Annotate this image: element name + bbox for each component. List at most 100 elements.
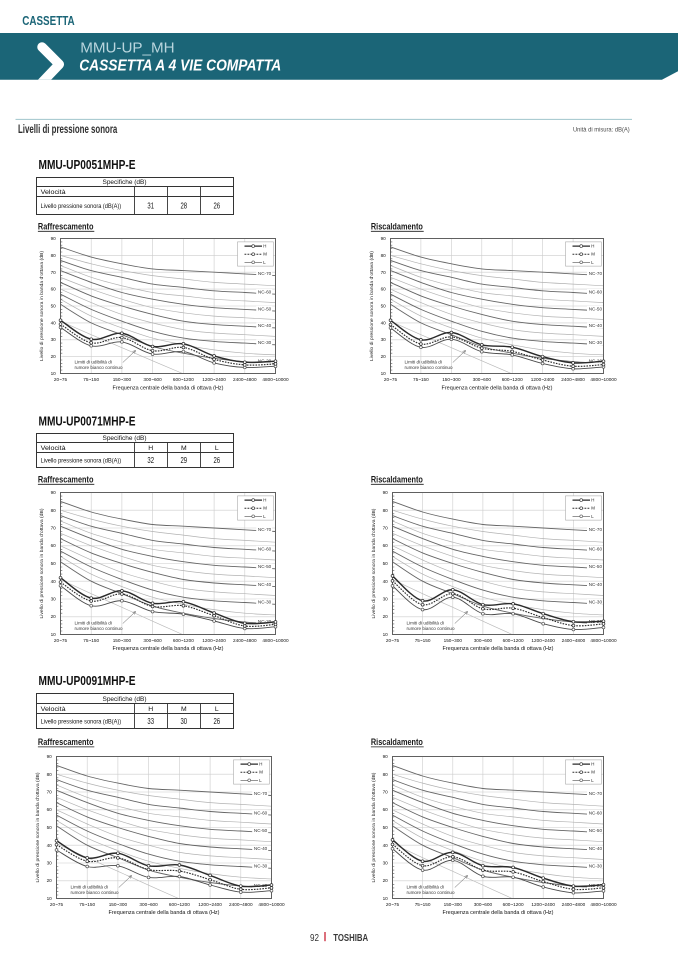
svg-text:600~1200: 600~1200	[503, 902, 524, 907]
svg-text:NC-30: NC-30	[589, 600, 603, 605]
svg-text:NC-30: NC-30	[589, 340, 603, 345]
svg-text:80: 80	[383, 508, 389, 513]
svg-text:Raffrescamento: Raffrescamento	[38, 222, 94, 232]
svg-text:4800~10000: 4800~10000	[262, 377, 289, 382]
svg-text:20~75: 20~75	[54, 377, 68, 382]
svg-text:M: M	[181, 706, 187, 713]
svg-text:90: 90	[381, 236, 387, 241]
svg-text:60: 60	[383, 807, 389, 812]
svg-text:1200~2400: 1200~2400	[531, 377, 555, 382]
svg-text:20~75: 20~75	[386, 638, 400, 643]
svg-text:20: 20	[47, 878, 53, 883]
svg-text:rumore bianco continuo: rumore bianco continuo	[407, 890, 455, 895]
svg-text:Limiti di udibilità di: Limiti di udibilità di	[405, 360, 442, 365]
svg-text:Velocità: Velocità	[41, 445, 66, 452]
svg-text:70: 70	[381, 270, 387, 275]
svg-text:2400~4800: 2400~4800	[561, 377, 585, 382]
svg-text:40: 40	[51, 320, 57, 325]
svg-text:2400~4800: 2400~4800	[562, 902, 586, 907]
svg-text:30: 30	[181, 716, 188, 726]
svg-text:70: 70	[47, 790, 53, 795]
svg-text:Frequenza centrale della banda: Frequenza centrale della banda di ottava…	[442, 385, 553, 391]
svg-text:Livello di pressione sonora in: Livello di pressione sonora in banda d’o…	[39, 508, 44, 619]
svg-text:30: 30	[47, 861, 53, 866]
svg-text:MMU-UP0051MHP-E: MMU-UP0051MHP-E	[39, 157, 136, 172]
svg-text:Specifiche (dB): Specifiche (dB)	[103, 435, 147, 442]
svg-text:L: L	[259, 778, 262, 783]
svg-text:NC-30: NC-30	[258, 600, 272, 605]
svg-text:30: 30	[381, 337, 387, 342]
svg-text:L: L	[591, 260, 594, 265]
svg-text:CASSETTA A 4 VIE COMPATTA: CASSETTA A 4 VIE COMPATTA	[79, 58, 281, 75]
svg-text:Limiti di udibilità di: Limiti di udibilità di	[71, 885, 108, 890]
svg-text:L: L	[215, 706, 219, 713]
svg-text:4800~10000: 4800~10000	[262, 638, 289, 643]
svg-text:NC-40: NC-40	[258, 323, 272, 328]
svg-text:40: 40	[383, 843, 389, 848]
svg-text:NC-50: NC-50	[589, 306, 603, 311]
svg-text:10: 10	[383, 632, 389, 637]
svg-text:NC-60: NC-60	[258, 546, 272, 551]
svg-text:150~300: 150~300	[442, 377, 461, 382]
svg-text:rumore bianco continuo: rumore bianco continuo	[71, 890, 119, 895]
svg-text:20~75: 20~75	[50, 902, 64, 907]
svg-text:Raffrescamento: Raffrescamento	[38, 737, 94, 747]
svg-text:Frequenza centrale della banda: Frequenza centrale della banda di ottava…	[443, 646, 554, 652]
svg-text:20: 20	[51, 614, 57, 619]
svg-text:300~600: 300~600	[143, 377, 162, 382]
svg-text:L: L	[263, 260, 266, 265]
svg-text:2400~4800: 2400~4800	[233, 638, 257, 643]
svg-text:29: 29	[181, 455, 188, 465]
svg-text:75~150: 75~150	[413, 377, 429, 382]
svg-text:Frequenza centrale della banda: Frequenza centrale della banda di ottava…	[443, 910, 554, 916]
svg-text:600~1200: 600~1200	[173, 638, 194, 643]
svg-text:rumore bianco continuo: rumore bianco continuo	[405, 365, 453, 370]
svg-text:Specifiche (dB): Specifiche (dB)	[103, 179, 147, 186]
svg-text:Riscaldamento: Riscaldamento	[371, 222, 423, 232]
svg-text:10: 10	[51, 371, 57, 376]
svg-text:NC-70: NC-70	[589, 271, 603, 276]
svg-text:150~300: 150~300	[109, 902, 128, 907]
svg-text:300~600: 300~600	[474, 638, 493, 643]
svg-text:26: 26	[214, 201, 221, 211]
svg-text:rumore bianco continuo: rumore bianco continuo	[75, 626, 123, 631]
svg-text:M: M	[263, 506, 267, 511]
svg-text:4800~10000: 4800~10000	[590, 377, 617, 382]
svg-text:20: 20	[383, 878, 389, 883]
svg-text:75~150: 75~150	[83, 377, 99, 382]
svg-text:600~1200: 600~1200	[173, 377, 194, 382]
svg-text:90: 90	[383, 490, 389, 495]
svg-text:75~150: 75~150	[79, 902, 95, 907]
svg-text:L: L	[263, 514, 266, 519]
svg-text:300~600: 300~600	[139, 902, 158, 907]
svg-text:Livello di pressione sonora in: Livello di pressione sonora in banda d’o…	[369, 250, 374, 361]
svg-text:Unità di misura: dB(A): Unità di misura: dB(A)	[573, 127, 630, 134]
svg-text:Riscaldamento: Riscaldamento	[371, 737, 423, 747]
svg-text:Livello di pressione sonora in: Livello di pressione sonora in banda d’o…	[35, 772, 40, 883]
svg-text:80: 80	[51, 253, 57, 258]
svg-text:NC-60: NC-60	[254, 810, 268, 815]
svg-text:600~1200: 600~1200	[169, 902, 190, 907]
svg-text:10: 10	[47, 896, 53, 901]
svg-text:Livello di pressione sonora in: Livello di pressione sonora in banda d’o…	[371, 772, 376, 883]
svg-text:90: 90	[51, 490, 57, 495]
svg-text:600~1200: 600~1200	[503, 638, 524, 643]
svg-text:H: H	[591, 762, 594, 767]
svg-text:rumore bianco continuo: rumore bianco continuo	[407, 626, 455, 631]
svg-text:MMU-UP0091MHP-E: MMU-UP0091MHP-E	[39, 673, 136, 688]
svg-text:NC-30: NC-30	[589, 864, 603, 869]
svg-text:NC-50: NC-50	[589, 828, 603, 833]
svg-text:50: 50	[381, 304, 387, 309]
svg-text:92: 92	[310, 932, 319, 944]
svg-text:31: 31	[147, 201, 154, 211]
svg-text:Livello di pressione sonora in: Livello di pressione sonora in banda d’o…	[39, 250, 44, 361]
svg-text:Livello pressione sonora (dB(A: Livello pressione sonora (dB(A))	[41, 203, 122, 210]
svg-text:Frequenza centrale della banda: Frequenza centrale della banda di ottava…	[113, 385, 224, 391]
svg-text:L: L	[591, 514, 594, 519]
svg-text:NC-60: NC-60	[589, 289, 603, 294]
svg-text:Livello di pressione sonora in: Livello di pressione sonora in banda d’o…	[371, 508, 376, 619]
svg-text:TOSHIBA: TOSHIBA	[333, 932, 368, 944]
svg-text:1200~2400: 1200~2400	[202, 638, 226, 643]
svg-text:L: L	[591, 778, 594, 783]
svg-text:90: 90	[383, 754, 389, 759]
